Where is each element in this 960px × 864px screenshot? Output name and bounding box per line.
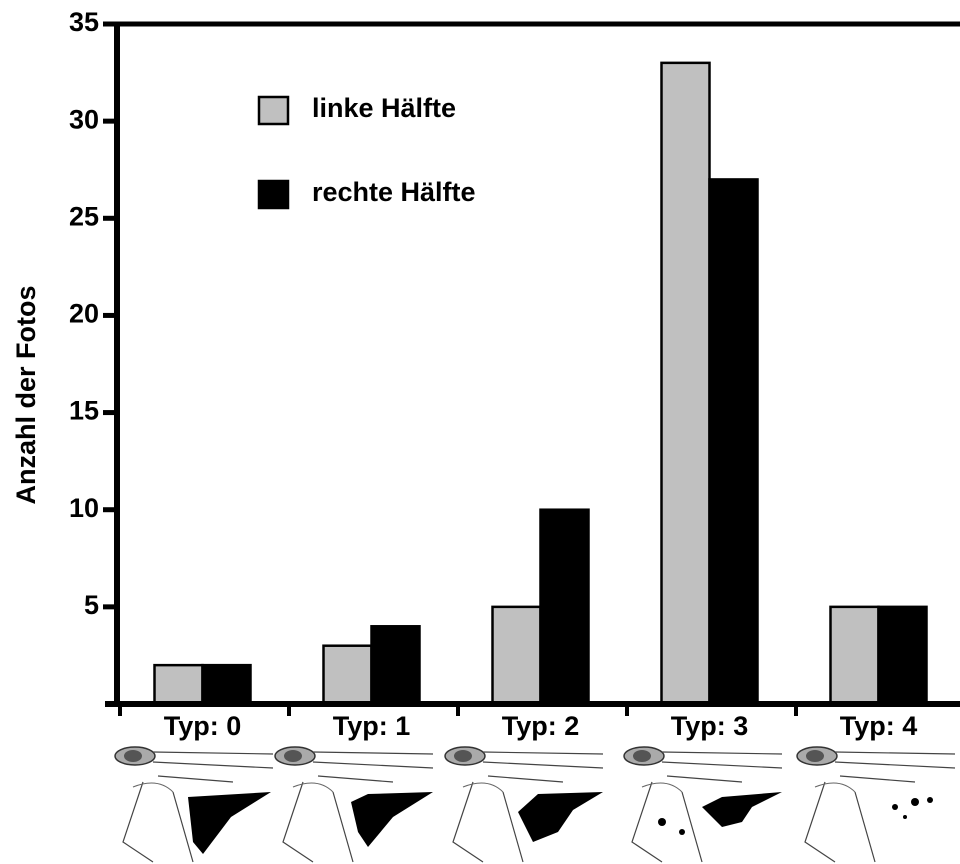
legend-label: rechte Hälfte bbox=[312, 177, 476, 207]
chart: Anzahl der Fotos 5 10 15 20 25 30 35 Typ: 0 Typ:… bbox=[0, 0, 960, 864]
sketch bbox=[275, 747, 433, 862]
bar bbox=[541, 510, 589, 704]
x-tick-label: Typ: 4 bbox=[840, 711, 918, 741]
legend-label: linke Hälfte bbox=[312, 93, 456, 123]
bar bbox=[831, 607, 879, 704]
legend-swatch bbox=[259, 181, 288, 208]
y-tick-label: 25 bbox=[69, 201, 99, 231]
sketch bbox=[115, 747, 273, 862]
y-tick-label: 10 bbox=[69, 493, 99, 523]
y-tick-label: 5 bbox=[84, 590, 99, 620]
bar bbox=[372, 626, 420, 704]
bar bbox=[662, 63, 710, 704]
x-tick-label: Typ: 2 bbox=[502, 711, 580, 741]
sketch bbox=[624, 747, 782, 862]
y-axis-label: Anzahl der Fotos bbox=[11, 285, 41, 504]
y-tick-label: 20 bbox=[69, 299, 99, 329]
bar bbox=[879, 607, 927, 704]
legend-swatch bbox=[259, 97, 288, 124]
sketches bbox=[115, 747, 955, 862]
sketch bbox=[445, 747, 603, 862]
bar bbox=[155, 665, 203, 704]
bar bbox=[203, 665, 251, 704]
y-tick-label: 15 bbox=[69, 396, 99, 426]
x-tick-label: Typ: 1 bbox=[333, 711, 411, 741]
sketch bbox=[797, 747, 955, 862]
bar bbox=[493, 607, 541, 704]
x-tick-label: Typ: 0 bbox=[164, 711, 242, 741]
x-tick-label: Typ: 3 bbox=[671, 711, 749, 741]
y-tick-label: 35 bbox=[69, 7, 99, 37]
bar bbox=[324, 646, 372, 704]
y-tick-label: 30 bbox=[69, 104, 99, 134]
bar bbox=[710, 179, 758, 704]
